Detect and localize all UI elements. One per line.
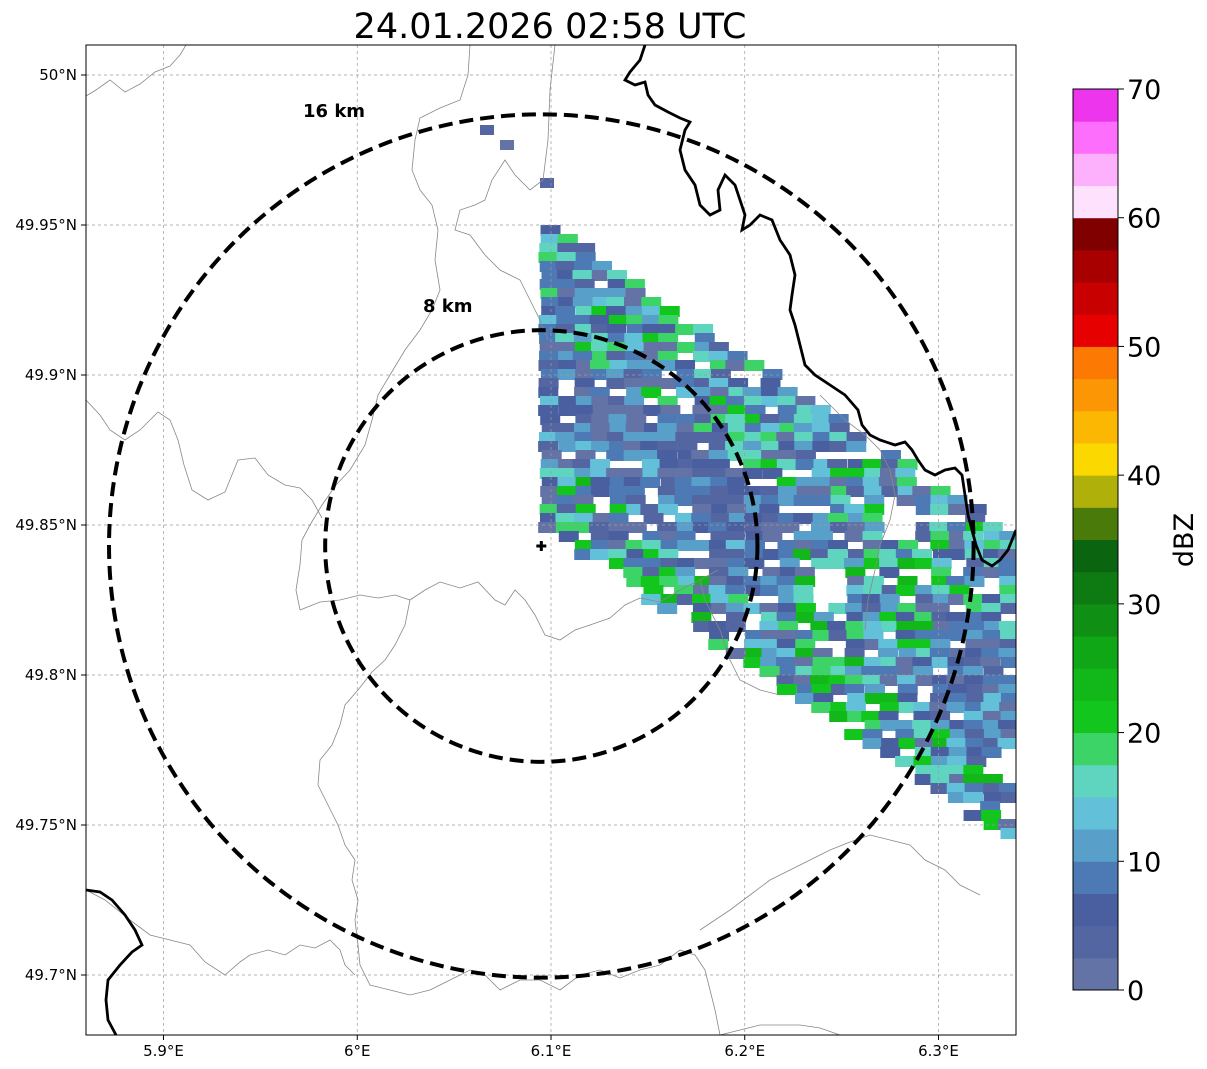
lat-tick-label: 49.85°N — [15, 516, 77, 534]
colorbar-segment — [1073, 346, 1118, 380]
lon-tick-label: 6.2°E — [724, 1042, 765, 1060]
range-rings — [107, 112, 976, 980]
colorbar-tick-label: 50 — [1127, 332, 1161, 363]
colorbar-segment — [1073, 121, 1118, 154]
admin-boundaries — [86, 45, 981, 1035]
lat-tick-label: 50°N — [39, 66, 77, 84]
colorbar-segment — [1073, 217, 1118, 251]
map-panel — [85, 44, 1017, 1036]
colorbar-frame — [1072, 88, 1119, 991]
colorbar-segment — [1073, 732, 1118, 766]
colorbar-segment — [1073, 829, 1118, 862]
plus-icon — [536, 541, 547, 551]
colorbar-tick-label: 70 — [1127, 75, 1161, 106]
colorbar-segment — [1073, 668, 1118, 701]
graticule — [86, 45, 1016, 1035]
colorbar-label: dBZ — [1169, 513, 1200, 567]
lat-tick-label: 49.75°N — [15, 816, 77, 834]
colorbar-segment — [1073, 603, 1118, 637]
colorbar-tick-label: 30 — [1127, 590, 1161, 621]
range-ring-16km — [107, 112, 976, 980]
lon-tick-label: 6°E — [344, 1042, 371, 1060]
colorbar-segment — [1073, 475, 1118, 508]
ring-label-16km: 16 km — [303, 101, 365, 122]
colorbar-tick-label: 20 — [1127, 719, 1161, 750]
colorbar-segment — [1073, 571, 1118, 605]
lat-tick-label: 49.9°N — [25, 366, 77, 384]
colorbar-segment — [1073, 507, 1118, 540]
colorbar-segment — [1073, 957, 1118, 991]
colorbar-segment — [1073, 378, 1118, 412]
lon-tick-label: 6.3°E — [918, 1042, 959, 1060]
colorbar: 0 10 20 30 40 50 60 70 — [1072, 75, 1161, 1007]
colorbar-tick-label: 0 — [1127, 976, 1144, 1007]
latitude-tick-labels: 49.7°N 49.75°N 49.8°N 49.85°N 49.9°N 49.95°N 5… — [15, 66, 86, 984]
colorbar-segment — [1073, 539, 1118, 573]
colorbar-tick-label: 10 — [1127, 847, 1161, 878]
colorbar-segment — [1073, 861, 1118, 894]
colorbar-segment — [1073, 314, 1118, 347]
range-ring-8km — [323, 328, 760, 764]
lat-tick-label: 49.95°N — [15, 216, 77, 234]
colorbar-segment — [1073, 249, 1118, 283]
colorbar-tick-label: 60 — [1127, 204, 1161, 235]
lat-tick-label: 49.8°N — [25, 666, 77, 684]
colorbar-tick-label: 40 — [1127, 461, 1161, 492]
colorbar-segment — [1073, 925, 1118, 959]
colorbar-segment — [1073, 410, 1118, 444]
colorbar-segment — [1073, 700, 1118, 734]
colorbar-segment — [1073, 89, 1118, 122]
colorbar-segment — [1073, 636, 1118, 669]
national-borders — [86, 45, 1016, 1035]
lon-tick-label: 5.9°E — [143, 1042, 184, 1060]
colorbar-segment — [1073, 764, 1118, 798]
lon-tick-label: 6.1°E — [531, 1042, 572, 1060]
ring-label-8km: 8 km — [423, 296, 473, 317]
map-title: 24.01.2026 02:58 UTC — [354, 7, 747, 47]
colorbar-segment — [1073, 153, 1118, 187]
colorbar-segment — [1073, 893, 1118, 927]
longitude-tick-labels: 5.9°E 6°E 6.1°E 6.2°E 6.3°E — [143, 1035, 959, 1060]
colorbar-segment — [1073, 796, 1118, 830]
colorbar-segment — [1073, 185, 1118, 219]
colorbar-segment — [1073, 282, 1118, 315]
lat-tick-label: 49.7°N — [25, 966, 77, 984]
colorbar-segment — [1073, 442, 1118, 476]
